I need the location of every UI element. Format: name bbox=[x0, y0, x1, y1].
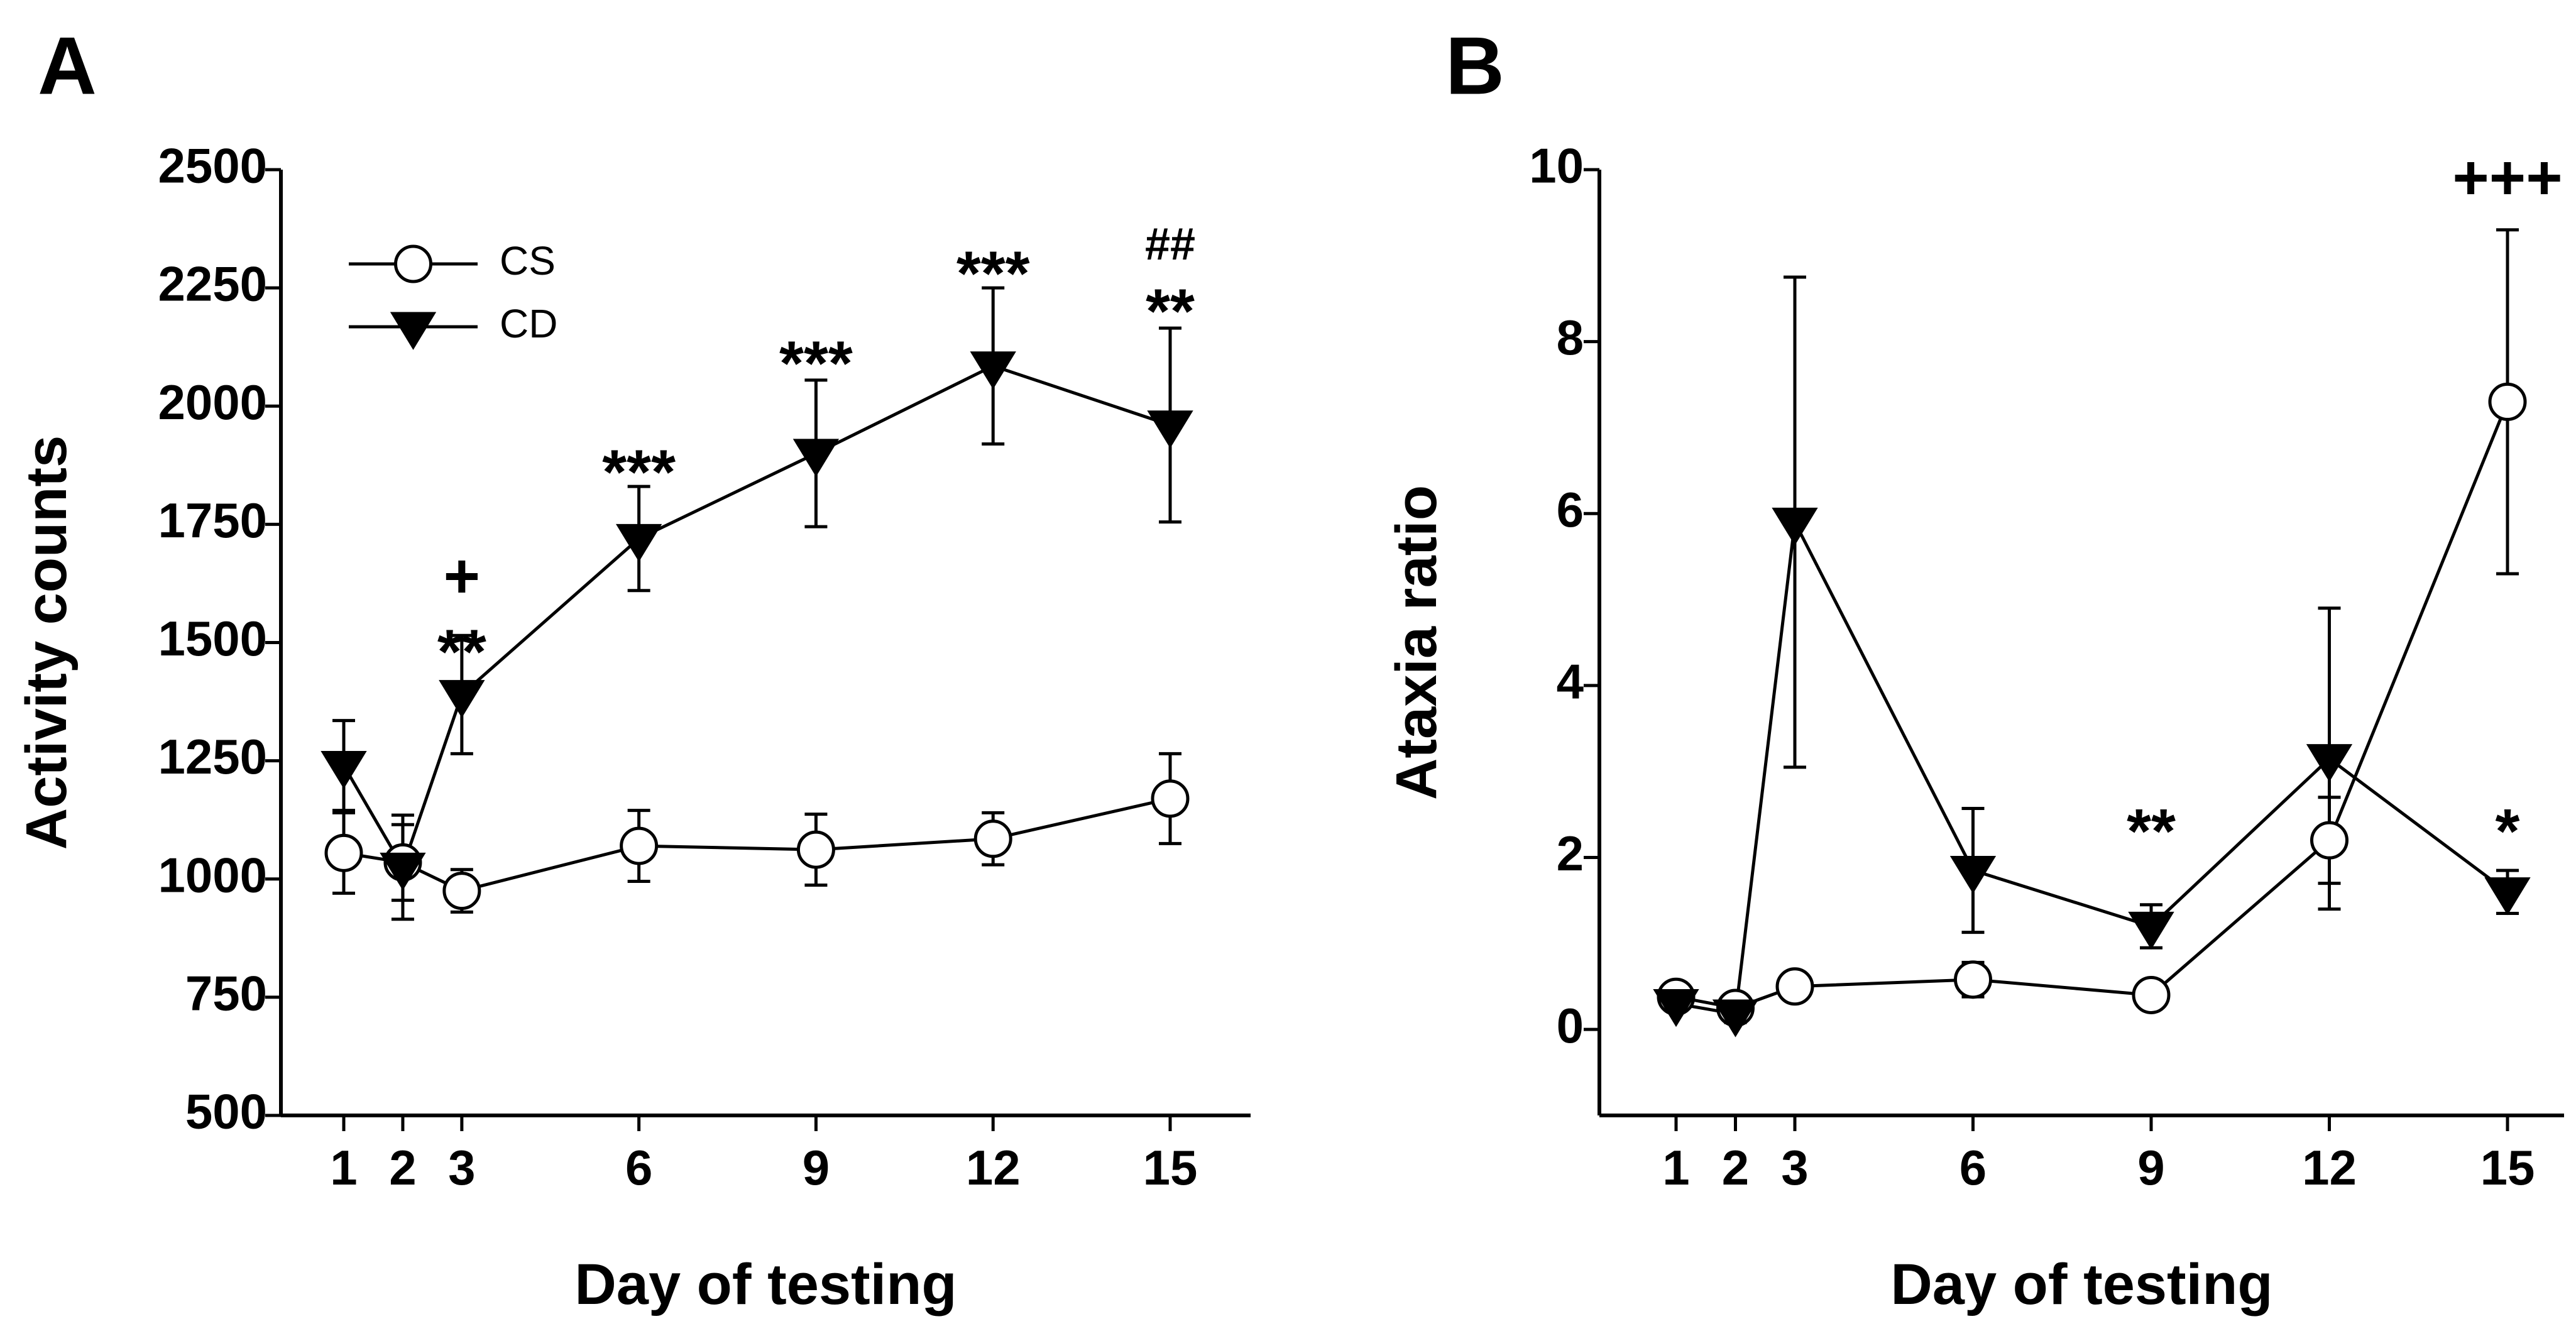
y-axis-title: Activity counts bbox=[14, 435, 79, 850]
data-point-cd bbox=[1147, 410, 1193, 449]
data-point-cd bbox=[1712, 999, 1759, 1038]
y-axis-title: Ataxia ratio bbox=[1384, 485, 1449, 800]
legend: CS CD bbox=[349, 238, 557, 350]
data-point-cd bbox=[321, 751, 367, 789]
legend-label-cd: CD bbox=[500, 301, 557, 346]
y-tick-label: 1500 bbox=[158, 611, 267, 666]
data-point-cd bbox=[1653, 989, 1699, 1027]
x-tick-label: 6 bbox=[625, 1140, 652, 1195]
significance-marker: ** bbox=[2127, 796, 2176, 867]
data-point-cd bbox=[1772, 507, 1818, 546]
x-tick-label: 9 bbox=[803, 1140, 830, 1195]
data-point-cd bbox=[792, 439, 840, 477]
y-tick-label: 1000 bbox=[158, 847, 267, 902]
significance-marker: *** bbox=[956, 238, 1030, 309]
x-tick-label: 15 bbox=[2480, 1140, 2535, 1195]
x-tick-label: 1 bbox=[1662, 1140, 1689, 1195]
y-tick-label: 750 bbox=[185, 965, 267, 1021]
legend-marker-cs bbox=[394, 244, 432, 283]
data-point-cd bbox=[380, 852, 426, 891]
y-tick-label: 10 bbox=[1529, 138, 1584, 194]
x-tick-label: 9 bbox=[2137, 1140, 2164, 1195]
data-point-cd bbox=[970, 351, 1016, 390]
data-point-cd bbox=[2306, 744, 2353, 782]
y-tick-label: 1750 bbox=[158, 493, 267, 548]
data-point-cd bbox=[2128, 911, 2174, 950]
significance-marker: *** bbox=[602, 437, 676, 508]
x-tick-label: 2 bbox=[389, 1140, 416, 1195]
legend-marker-cd bbox=[390, 312, 437, 350]
y-tick-label: 0 bbox=[1557, 998, 1584, 1053]
x-tick-label: 12 bbox=[966, 1140, 1021, 1195]
significance-marker: + bbox=[444, 541, 480, 611]
data-point-cs bbox=[442, 872, 481, 911]
data-point-cs bbox=[1954, 960, 1992, 999]
significance-marker: ## bbox=[1145, 219, 1195, 270]
data-point-cs bbox=[1151, 779, 1190, 818]
significance-marker: ** bbox=[437, 616, 486, 687]
y-tick-label: 2 bbox=[1557, 826, 1584, 881]
series-line-cs bbox=[1675, 401, 2509, 1010]
y-tick-label: 4 bbox=[1557, 654, 1584, 709]
x-axis-title: Day of testing bbox=[574, 1252, 956, 1317]
legend-label-cs: CS bbox=[500, 238, 556, 283]
data-point-cs bbox=[796, 830, 835, 869]
x-axis-title: Day of testing bbox=[1890, 1252, 2272, 1317]
panel-letter-b: B bbox=[1445, 19, 1504, 111]
data-point-cs bbox=[2132, 975, 2171, 1014]
data-point-cd bbox=[2484, 877, 2531, 916]
significance-marker: ** bbox=[1146, 277, 1195, 347]
x-tick-label: 6 bbox=[1959, 1140, 1987, 1195]
y-tick-label: 8 bbox=[1557, 310, 1584, 365]
data-point-cs bbox=[2488, 382, 2527, 421]
data-point-cs bbox=[973, 819, 1012, 858]
data-point-cs bbox=[620, 826, 659, 865]
x-tick-label: 2 bbox=[1722, 1140, 1749, 1195]
data-point-cd bbox=[1949, 855, 1997, 894]
y-tick-label: 500 bbox=[185, 1084, 267, 1139]
data-point-cd bbox=[615, 523, 662, 562]
data-point-cs bbox=[1775, 967, 1814, 1006]
y-tick-label: 2500 bbox=[158, 138, 267, 194]
x-tick-label: 12 bbox=[2302, 1140, 2357, 1195]
significance-marker: * bbox=[2496, 796, 2520, 867]
x-tick-label: 1 bbox=[330, 1140, 357, 1195]
significance-marker: +++ bbox=[2452, 143, 2562, 213]
data-point-cd bbox=[439, 680, 485, 718]
y-tick-label: 2000 bbox=[158, 375, 267, 430]
x-tick-label: 3 bbox=[1781, 1140, 1808, 1195]
data-point-cs bbox=[324, 833, 363, 872]
panel-letter-a: A bbox=[38, 19, 97, 111]
x-tick-label: 15 bbox=[1143, 1140, 1198, 1195]
data-point-cs bbox=[2310, 821, 2349, 860]
y-tick-label: 2250 bbox=[158, 256, 267, 312]
y-tick-label: 6 bbox=[1557, 482, 1584, 537]
significance-marker: *** bbox=[779, 328, 853, 398]
x-tick-label: 3 bbox=[448, 1140, 475, 1195]
y-tick-label: 1250 bbox=[158, 729, 267, 784]
